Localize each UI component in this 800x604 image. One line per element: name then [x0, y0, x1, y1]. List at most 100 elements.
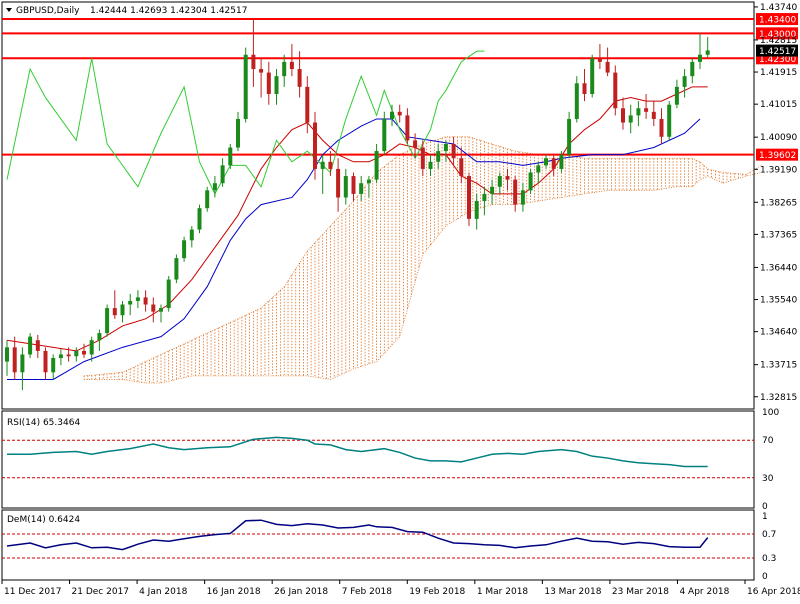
candle-body: [636, 108, 641, 116]
price-tick-label: 1.41015: [760, 100, 797, 110]
price-tick-label: 1.39190: [760, 165, 797, 175]
candle-body: [58, 354, 63, 359]
candle-body: [567, 118, 572, 155]
candle-body: [482, 193, 487, 202]
time-tick-label: 26 Jan 2018: [274, 587, 328, 597]
candle-body: [490, 186, 495, 194]
candle-body: [266, 72, 271, 94]
candle-body: [690, 61, 695, 77]
candle-body: [28, 336, 33, 355]
candle-body: [413, 140, 418, 148]
candle-body: [528, 172, 533, 191]
candle-body: [5, 347, 9, 362]
price-tick-label: 1.42815: [760, 36, 797, 46]
candle-body: [313, 122, 317, 169]
candle-body: [297, 69, 302, 87]
current-price-tag: [756, 44, 798, 57]
price-axis: 1.43740 1.42815 1.41915 1.41015 1.40090 1.391…: [754, 3, 798, 403]
candle-body: [243, 54, 248, 119]
rsi-tick-label: 70: [762, 436, 774, 446]
candle-body: [544, 158, 548, 166]
candle-body: [182, 240, 187, 259]
candle-body: [97, 333, 102, 341]
time-axis: 11 Dec 2017 21 Dec 2017 4 Jan 2018 16 Jan 2…: [1, 580, 800, 597]
rsi-line: [7, 436, 708, 468]
candle-body: [405, 115, 410, 141]
time-tick-label: 19 Feb 2018: [409, 587, 465, 597]
candle-body: [359, 183, 364, 194]
candle-body: [66, 354, 71, 357]
candle-body: [128, 300, 133, 305]
time-tick-label: 16 Apr 2018: [747, 587, 800, 597]
candle-body: [43, 350, 48, 373]
candle-body: [174, 258, 179, 280]
candle-body: [320, 161, 325, 169]
candle-body: [459, 158, 464, 177]
candle-body: [621, 108, 625, 123]
candle-body: [289, 61, 294, 70]
candle-body: [120, 304, 125, 316]
candle-body: [74, 350, 79, 357]
time-tick-label: 23 Mar 2018: [612, 587, 669, 597]
candle-body: [420, 147, 425, 169]
candle-body: [605, 61, 610, 73]
symbol-label: GBPUSD,Daily: [16, 6, 80, 16]
price-tick-label: 1.40090: [760, 133, 797, 143]
time-tick-label: 13 Mar 2018: [544, 587, 601, 597]
candle-body: [197, 208, 202, 230]
candle-body: [436, 151, 441, 162]
candle-body: [35, 340, 40, 351]
price-tick-label: 1.33715: [760, 361, 797, 371]
candle-body: [89, 340, 94, 355]
senkou-span-a: [83, 136, 762, 377]
level-tag: [756, 148, 798, 161]
candle-body: [443, 143, 448, 152]
candle-body: [428, 161, 433, 169]
level-label: 1.43400: [759, 16, 796, 26]
candle-body: [12, 347, 17, 373]
level-label: 1.43000: [759, 30, 796, 40]
kijun-sen-line: [7, 118, 701, 380]
candle-body: [451, 143, 456, 159]
candle-body: [644, 108, 649, 112]
rsi-tick-label: 0: [762, 502, 768, 512]
candle-body: [382, 118, 387, 152]
candle-body: [374, 151, 379, 180]
candle-body: [505, 176, 510, 180]
candle-body: [390, 111, 394, 119]
time-tick-label: 16 Jan 2018: [207, 587, 261, 597]
price-tick-label: 1.36440: [760, 263, 797, 273]
candle-body: [220, 165, 225, 184]
dem-panel-frame: [1, 509, 755, 581]
dem-tick-label: 0.7: [762, 530, 776, 540]
candle-body: [328, 161, 333, 169]
dropdown-triangle-icon[interactable]: [6, 8, 12, 12]
dem-tick-label: 0.3: [762, 554, 776, 564]
candle-body: [366, 179, 371, 184]
price-tick-label: 1.37365: [760, 230, 797, 240]
rsi-tick-label: 30: [762, 474, 774, 484]
candle-body: [205, 190, 210, 209]
candle-body: [274, 76, 279, 94]
time-tick-label: 11 Dec 2017: [4, 587, 62, 597]
candle-body: [520, 190, 525, 205]
time-tick-label: 7 Feb 2018: [342, 587, 393, 597]
candle-body: [551, 158, 556, 169]
candle-body: [559, 154, 564, 169]
dem-tick-label: 1: [762, 512, 768, 522]
horizontal-levels[interactable]: 1.43400 1.43000 1.42300 1.39602: [2, 13, 798, 161]
candle-body: [159, 308, 163, 312]
price-tick-label: 1.41915: [760, 68, 797, 78]
candle-body: [698, 54, 702, 62]
candle-body: [212, 183, 217, 191]
candle-body: [613, 72, 618, 109]
candle-body: [628, 115, 633, 123]
candle-body: [259, 69, 264, 73]
time-tick-label: 4 Apr 2018: [679, 587, 729, 597]
senkou-span-b: [84, 172, 762, 384]
candle-body: [82, 350, 86, 355]
rsi-title: RSI(14) 65.3464: [7, 418, 80, 428]
